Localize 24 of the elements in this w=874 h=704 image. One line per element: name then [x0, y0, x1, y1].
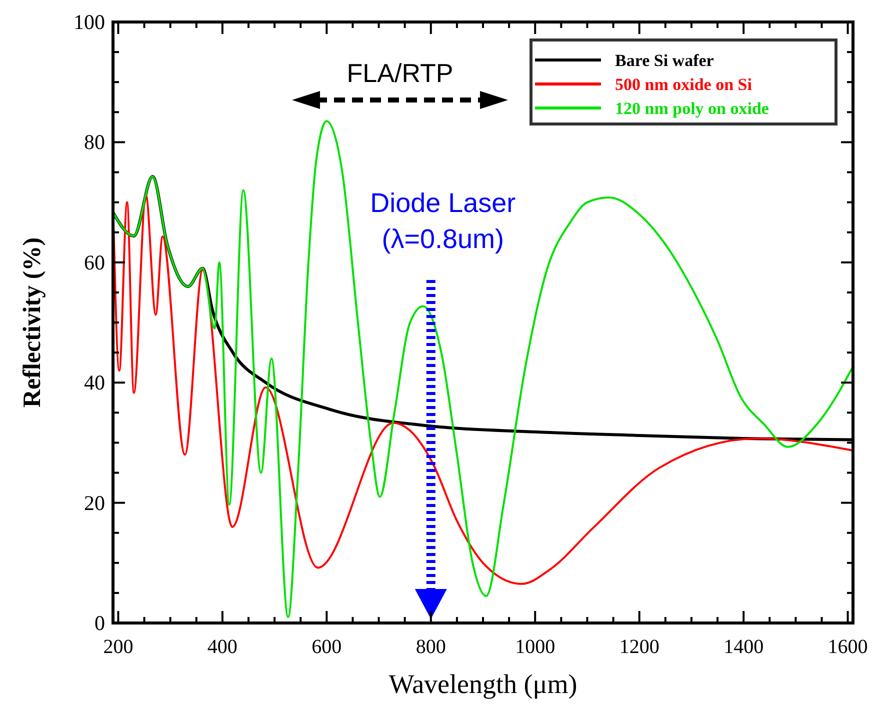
x-tick-label: 600	[312, 636, 342, 658]
line-series	[113, 193, 853, 585]
y-tick-label: 20	[84, 490, 105, 515]
y-axis-title: Reflectivity (%)	[19, 237, 46, 408]
annotation: FLA/RTP	[346, 58, 454, 88]
y-tick-label: 80	[84, 130, 105, 154]
x-tick-label: 1600	[828, 636, 868, 658]
y-tick-label: 100	[74, 10, 105, 34]
y-tick-label: 40	[84, 370, 105, 395]
x-tick-label: 1000	[515, 636, 556, 658]
y-tick-label: 0	[94, 611, 105, 635]
x-tick-label: 400	[207, 636, 238, 658]
line-series	[113, 120, 853, 618]
legend-label: 120 nm poly on oxide	[615, 99, 770, 118]
legend-label: Bare Si wafer	[615, 51, 714, 70]
x-axis-title: Wavelength (μm)	[388, 669, 578, 699]
x-tick-label: 1200	[619, 636, 660, 658]
y-tick-label: 60	[84, 250, 105, 274]
annotation: (λ=0.8um)	[382, 224, 504, 254]
legend-label: 500 nm oxide on Si	[615, 75, 752, 94]
x-tick-label: 800	[416, 636, 446, 658]
x-tick-label: 1400	[724, 636, 764, 658]
x-tick-label: 200	[103, 636, 134, 658]
annotation: Diode Laser	[370, 188, 516, 218]
